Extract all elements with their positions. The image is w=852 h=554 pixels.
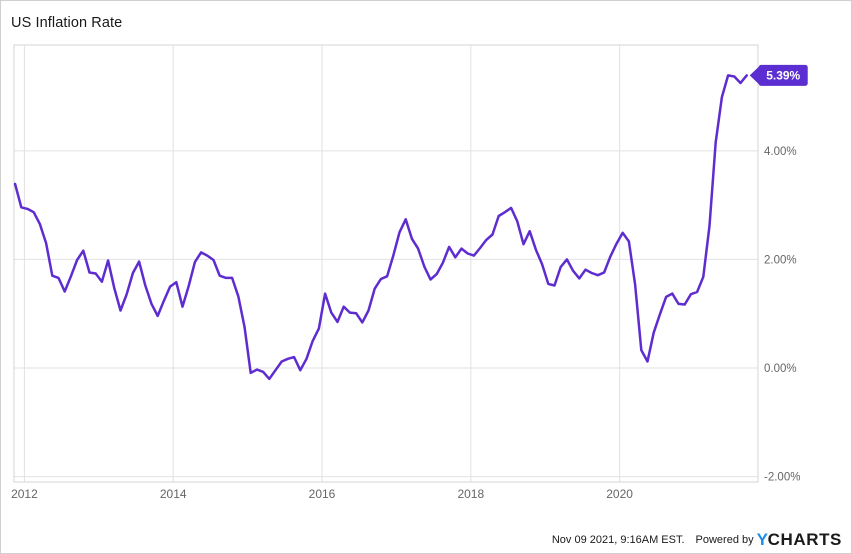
svg-text:2016: 2016 [309,487,336,501]
svg-text:5.39%: 5.39% [766,69,800,83]
svg-text:0.00%: 0.00% [764,363,797,375]
svg-text:2012: 2012 [11,487,38,501]
gridlines [14,45,758,482]
chart-footer: Nov 09 2021, 9:16AM EST. Powered by YCHA… [552,531,842,548]
latest-value-badge: 5.39% [749,64,808,86]
svg-text:2014: 2014 [160,487,187,501]
timestamp: Nov 09 2021, 9:16AM EST. [551,533,685,546]
svg-text:4.00%: 4.00% [764,146,797,158]
ycharts-logo[interactable]: YCHARTS [757,531,842,548]
plot-border [13,44,759,483]
svg-text:2.00%: 2.00% [764,254,797,266]
svg-text:-2.00%: -2.00% [764,472,800,484]
axis-labels: 4.00% 2.00% 0.00% -2.00% 2012 2014 2016 2018 202… [11,146,800,501]
ycharts-logo-charts: CHARTS [767,530,842,549]
svg-text:2018: 2018 [457,487,484,501]
svg-text:2020: 2020 [606,487,633,501]
ycharts-logo-y: Y [756,530,769,549]
powered-by-label: Powered by [695,533,754,546]
inflation-series-line [13,74,748,381]
chart-title: US Inflation Rate [11,15,123,31]
